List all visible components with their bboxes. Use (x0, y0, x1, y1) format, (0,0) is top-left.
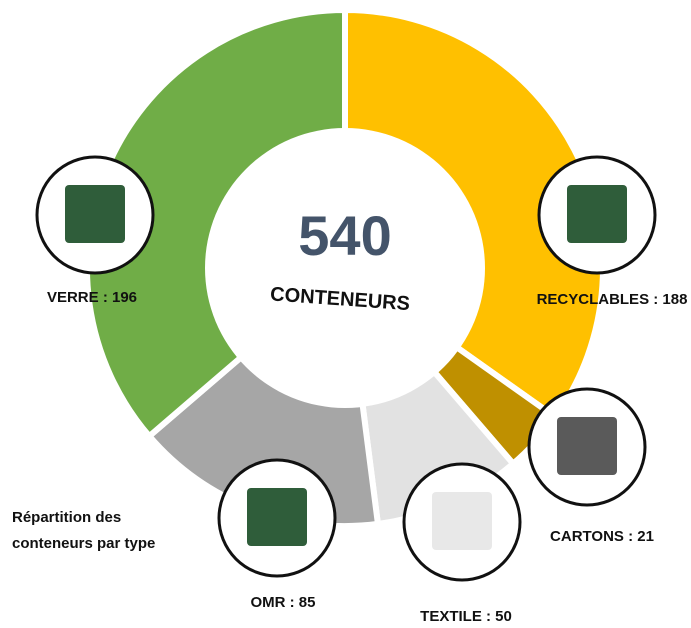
icon (567, 185, 627, 243)
icons: RECYCLABLES : 188 CARTONS : 21 TEXTILE : 5… (35, 155, 688, 625)
segment-label: TEXTILE : 50 (420, 608, 512, 625)
chart-title: Répartition des conteneurs par type (12, 509, 156, 552)
icon (247, 488, 307, 546)
segment-label: VERRE : 196 (47, 289, 137, 306)
segment-label: OMR : 85 (250, 594, 315, 611)
center-hole (205, 128, 485, 408)
segment-label: RECYCLABLES : 188 (537, 291, 688, 308)
icon (432, 492, 492, 550)
icon (557, 417, 617, 475)
segment-label: CARTONS : 21 (550, 528, 654, 545)
total: 540 (298, 204, 391, 267)
icon (65, 185, 125, 243)
